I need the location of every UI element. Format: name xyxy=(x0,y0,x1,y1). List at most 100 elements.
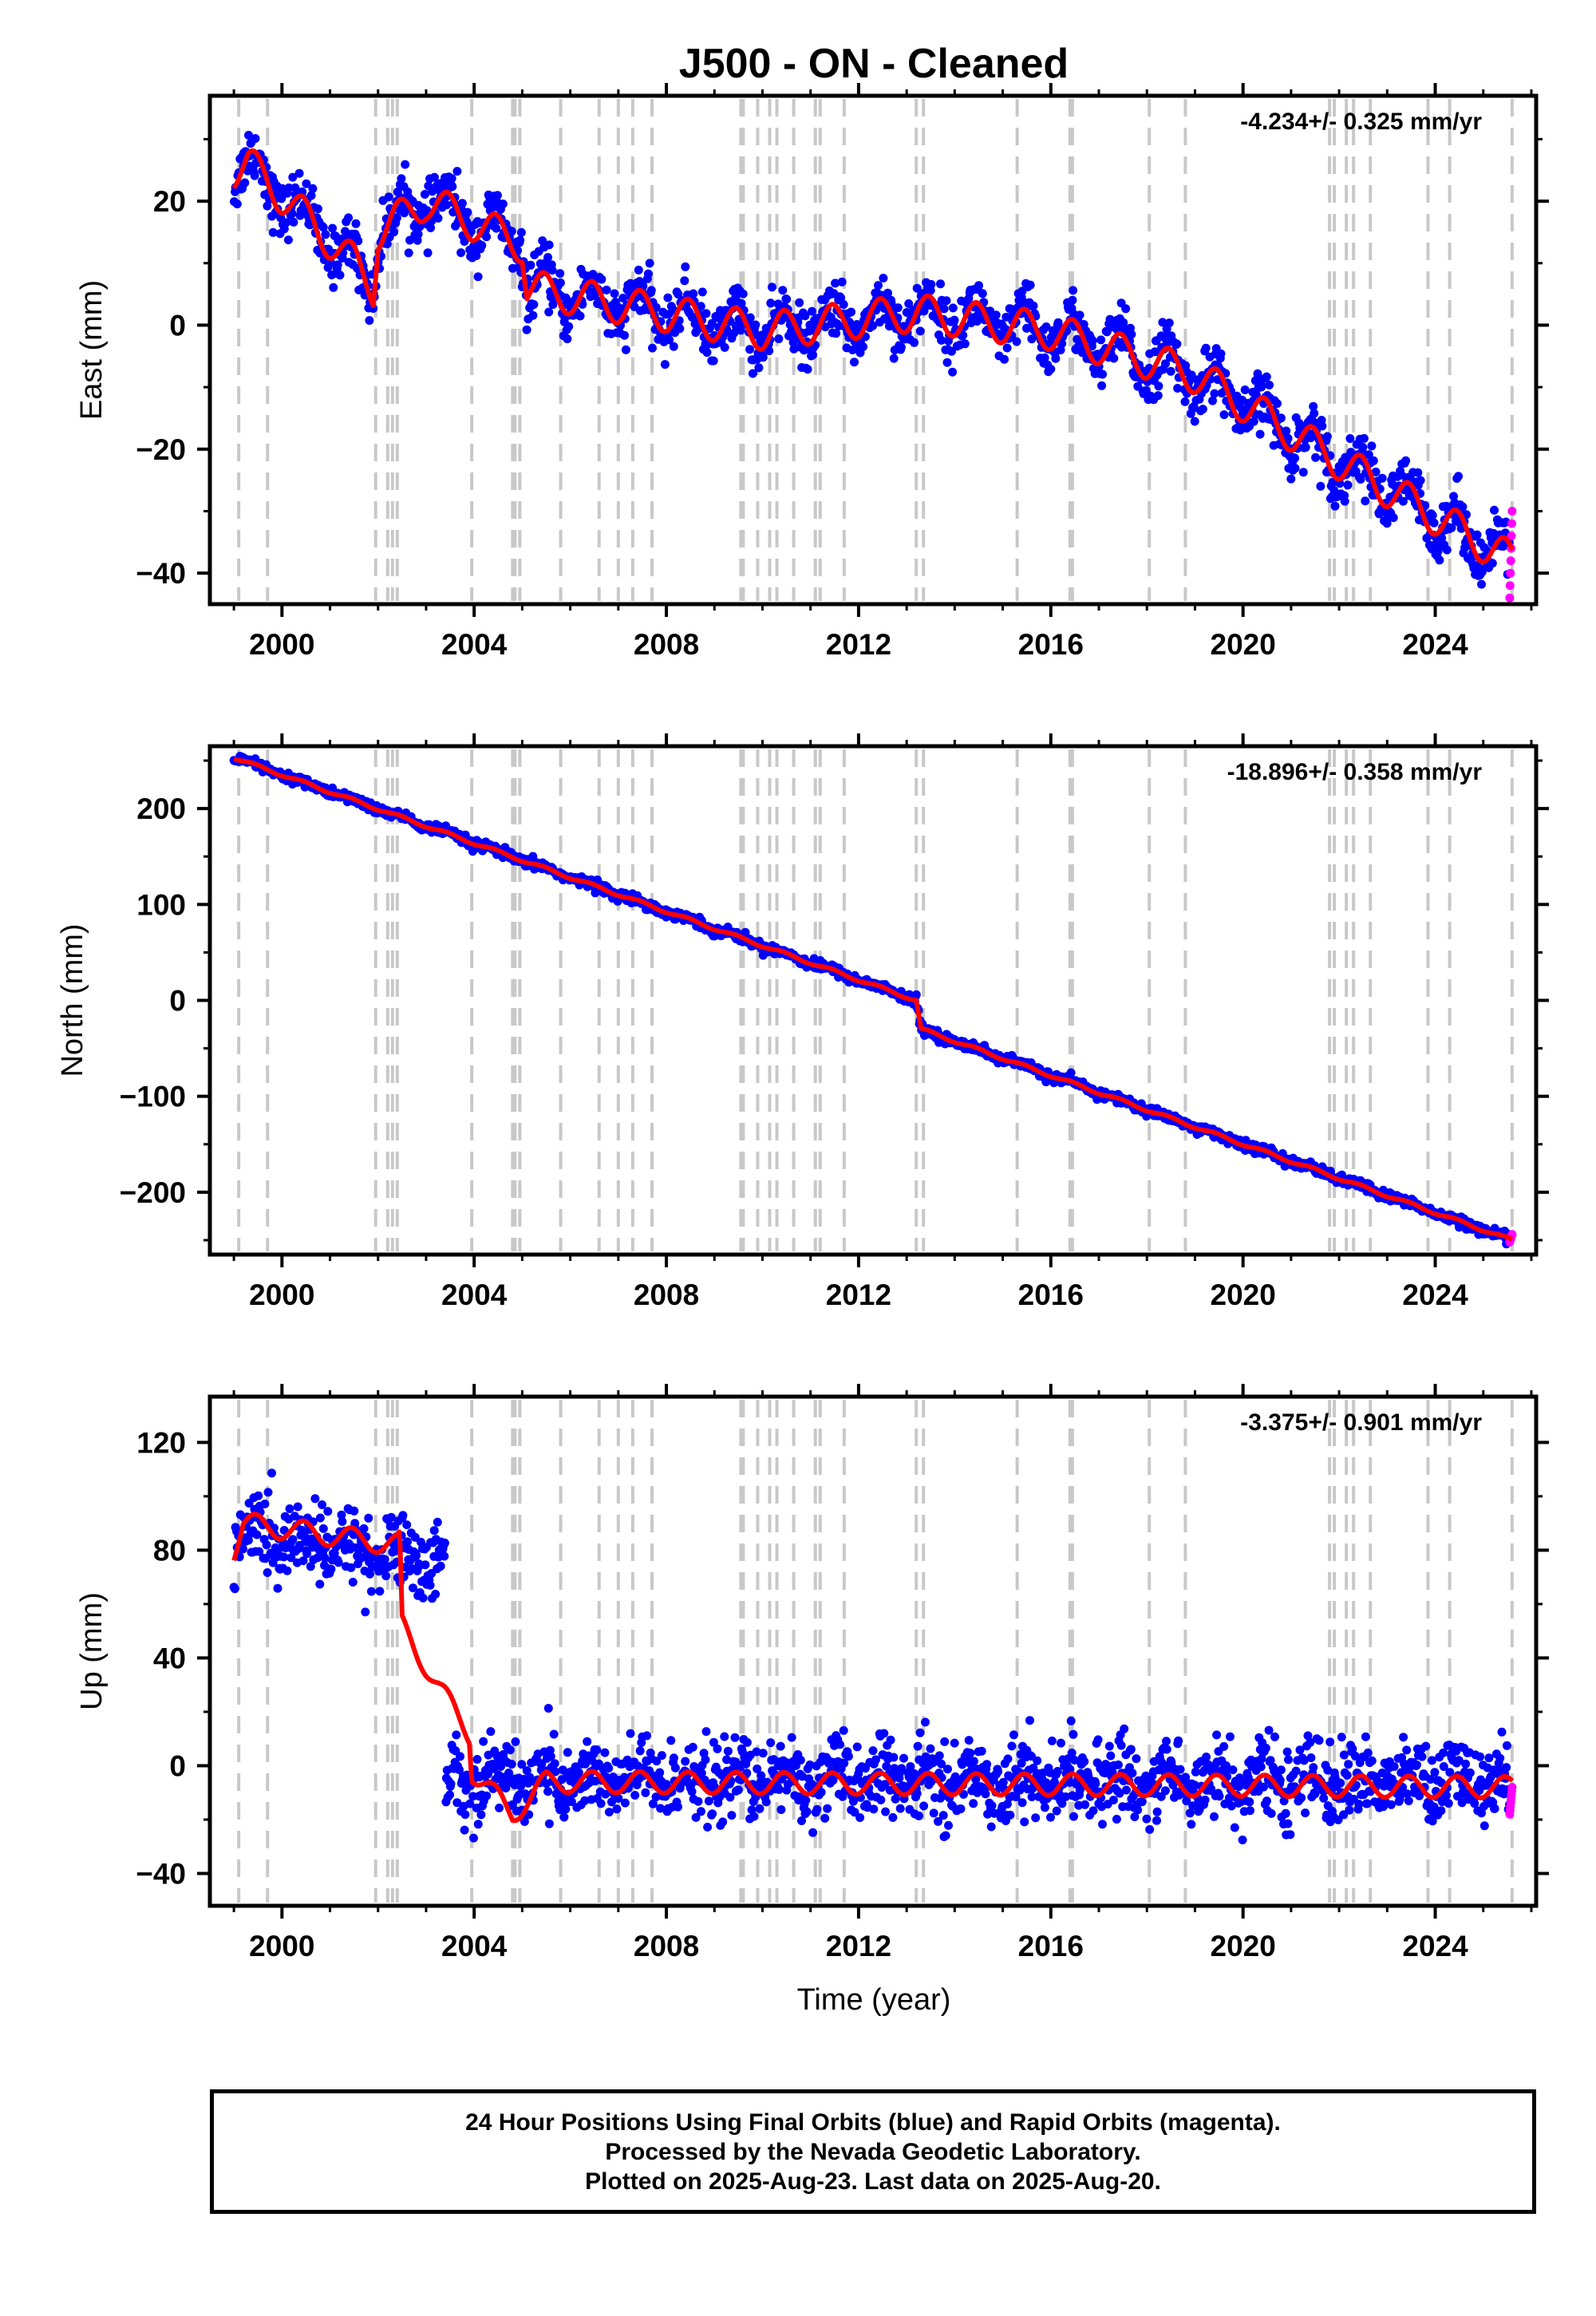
data-point xyxy=(1389,513,1398,523)
data-point xyxy=(1040,1803,1049,1812)
data-point xyxy=(482,1791,492,1800)
data-point xyxy=(664,310,674,319)
data-point xyxy=(1066,1068,1076,1077)
data-point xyxy=(919,1801,929,1811)
data-point xyxy=(282,1566,292,1575)
data-point xyxy=(789,344,799,354)
data-point xyxy=(896,342,906,352)
data-point xyxy=(1398,496,1408,506)
data-point xyxy=(1290,453,1300,463)
data-point xyxy=(528,310,538,320)
data-point xyxy=(776,1741,785,1751)
data-point xyxy=(386,1512,396,1522)
data-point xyxy=(1161,359,1170,369)
data-point xyxy=(397,174,406,184)
data-point xyxy=(418,1593,428,1603)
data-point xyxy=(758,1749,768,1758)
data-point xyxy=(460,1810,470,1820)
final-orbit-points xyxy=(229,1468,1514,1844)
data-point xyxy=(630,1791,640,1800)
data-point xyxy=(942,296,951,306)
data-point xyxy=(646,286,656,295)
data-point xyxy=(938,1811,948,1820)
data-point xyxy=(926,1744,935,1753)
data-point xyxy=(285,1504,294,1513)
data-point xyxy=(669,342,678,351)
data-point xyxy=(555,278,565,287)
data-point xyxy=(801,1796,811,1805)
data-point xyxy=(421,1560,430,1570)
data-point xyxy=(1458,502,1468,512)
data-point xyxy=(511,1737,520,1746)
data-point xyxy=(987,1801,997,1810)
data-point xyxy=(642,1731,652,1741)
data-point xyxy=(1240,385,1250,394)
data-point xyxy=(1416,476,1425,485)
data-point xyxy=(1097,381,1107,390)
model-line xyxy=(232,757,1514,1242)
data-point xyxy=(1133,1805,1143,1815)
data-point xyxy=(1027,334,1037,344)
data-point xyxy=(1340,496,1349,506)
data-point xyxy=(1401,456,1411,465)
data-point xyxy=(1106,1751,1116,1761)
data-point xyxy=(263,1488,273,1497)
data-point xyxy=(433,1517,442,1527)
x-tick-label: 2020 xyxy=(1211,628,1276,661)
data-point xyxy=(1198,405,1207,414)
data-point xyxy=(778,286,788,295)
data-point xyxy=(1121,304,1131,314)
data-point xyxy=(745,313,755,322)
data-point xyxy=(1003,1754,1013,1764)
data-point xyxy=(950,1738,959,1748)
data-point xyxy=(981,1789,990,1799)
data-point xyxy=(944,1820,953,1830)
data-point xyxy=(1053,318,1063,327)
y-tick-label: 0 xyxy=(169,985,186,1018)
x-tick-label: 2016 xyxy=(1018,1279,1084,1311)
data-point xyxy=(1009,1730,1018,1740)
data-point xyxy=(1104,1741,1114,1751)
data-point xyxy=(1330,501,1340,511)
y-tick-label: 200 xyxy=(136,792,186,825)
data-point xyxy=(420,190,429,199)
velocity-label: -4.234+/- 0.325 mm/yr xyxy=(1240,109,1482,135)
data-point xyxy=(544,240,554,250)
data-point xyxy=(232,200,242,209)
data-point xyxy=(1120,1724,1129,1733)
data-point xyxy=(415,222,425,231)
data-point xyxy=(868,1746,878,1756)
data-point xyxy=(1057,339,1067,348)
data-point xyxy=(429,1526,439,1535)
x-tick-label: 2016 xyxy=(1018,628,1084,661)
data-point xyxy=(604,1808,614,1817)
data-point xyxy=(670,1763,680,1773)
data-point xyxy=(1052,1806,1061,1816)
data-point xyxy=(350,1506,359,1516)
data-point xyxy=(306,1562,315,1571)
data-point xyxy=(904,299,914,308)
data-point xyxy=(626,1729,635,1738)
data-point xyxy=(294,168,304,178)
data-point xyxy=(883,288,892,298)
data-point xyxy=(323,1507,333,1516)
up-panel: 2000 2004 2008 2012 2016 2020 2024−4004080120U… xyxy=(75,1384,1549,2017)
data-point xyxy=(707,318,717,328)
data-point xyxy=(335,271,345,280)
data-point xyxy=(263,201,272,211)
data-point xyxy=(359,1524,369,1533)
data-point xyxy=(755,1804,764,1813)
data-point xyxy=(886,1735,895,1745)
data-point xyxy=(559,1812,569,1822)
x-tick-label: 2004 xyxy=(441,1279,508,1311)
data-point xyxy=(681,1757,690,1766)
data-point xyxy=(665,335,674,345)
data-point xyxy=(329,283,338,292)
data-point xyxy=(911,990,921,999)
data-point xyxy=(516,235,525,245)
data-point xyxy=(1142,1814,1152,1824)
data-point xyxy=(1012,337,1021,346)
data-point xyxy=(701,309,711,318)
data-point xyxy=(1002,343,1012,353)
data-point xyxy=(1361,496,1370,506)
